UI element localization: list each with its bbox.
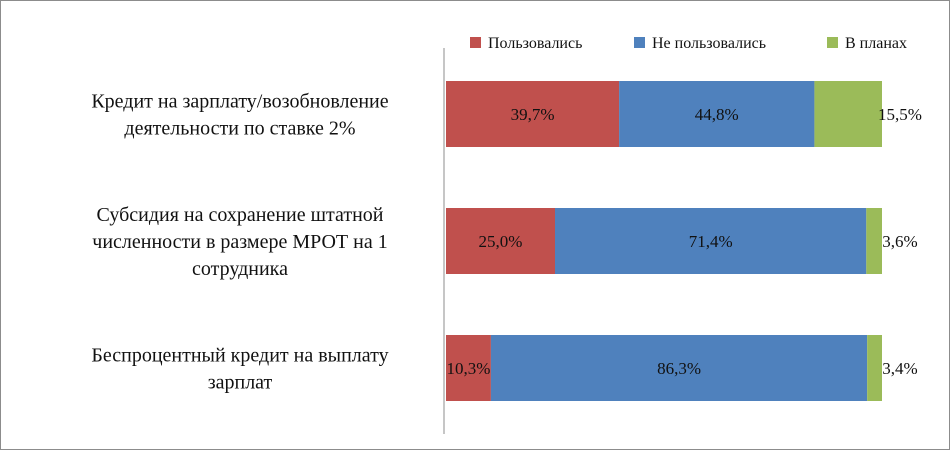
- data-label-3-series-3: 3,4%: [882, 359, 917, 378]
- legend: Пользовались Не пользовались В планах: [470, 35, 907, 52]
- data-label-1-series-3: 15,5%: [878, 105, 922, 124]
- bar-1-series-2: [619, 81, 815, 147]
- legend-swatch-3: [827, 37, 838, 48]
- category-label-1: Кредит на зарплату/возобновление деятельн…: [91, 91, 388, 140]
- data-label-3-series-1: 10,3%: [446, 359, 490, 378]
- bar-2-series-2: [555, 208, 867, 274]
- legend-label-2: Не пользовались: [652, 35, 766, 52]
- legend-label-3: В планах: [845, 35, 907, 52]
- bar-3-series-1: [446, 335, 491, 401]
- bars: [446, 81, 882, 401]
- data-labels: 39,7% 44,8% 15,5% 25,0% 71,4% 3,6% 10,3% 86,3% 3…: [446, 105, 921, 378]
- legend-swatch-2: [634, 37, 645, 48]
- data-label-3-series-2: 86,3%: [657, 359, 701, 378]
- data-label-2-series-3: 3,6%: [882, 232, 917, 251]
- bar-1-series-3: [814, 81, 882, 147]
- bar-2-series-3: [866, 208, 882, 274]
- bar-1-series-1: [446, 81, 620, 147]
- bar-2-series-1: [446, 208, 555, 274]
- data-label-2-series-1: 25,0%: [479, 232, 523, 251]
- category-label-3: Беспроцентный кредит на выплату зарплат: [91, 345, 388, 394]
- data-label-1-series-1: 39,7%: [511, 105, 555, 124]
- legend-label-1: Пользовались: [488, 35, 582, 52]
- legend-swatch-1: [470, 37, 481, 48]
- category-labels: Кредит на зарплату/возобновление деятельн…: [91, 91, 388, 394]
- data-label-1-series-2: 44,8%: [695, 105, 739, 124]
- category-label-2: Субсидия на сохранение штатной численност…: [92, 204, 387, 280]
- bar-3-series-3: [867, 335, 882, 401]
- bar-3-series-2: [490, 335, 868, 401]
- data-label-2-series-2: 71,4%: [689, 232, 733, 251]
